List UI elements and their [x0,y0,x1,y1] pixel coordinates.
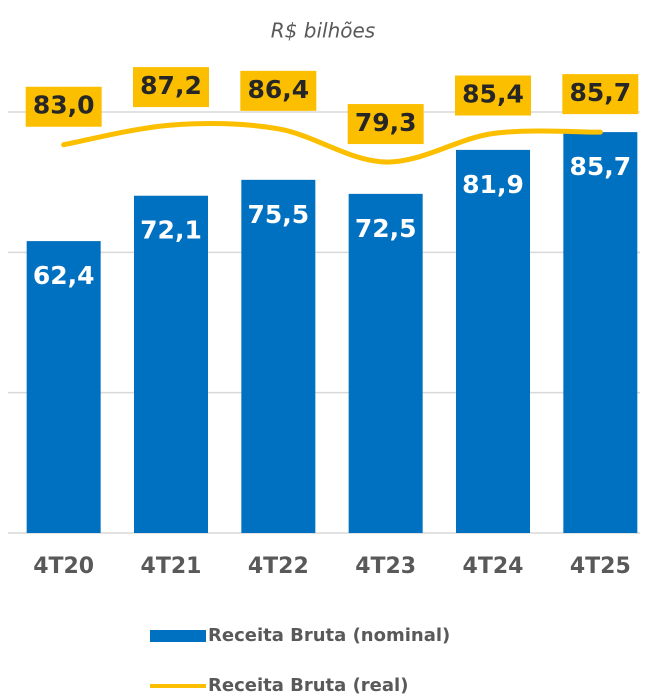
bar-value-label: 81,9 [462,170,524,199]
bar [563,132,638,533]
x-tick-label: 4T23 [355,554,416,579]
line-value-label: 87,2 [140,71,202,100]
x-tick-label: 4T24 [463,554,524,579]
x-tick-label: 4T25 [570,554,631,579]
bar-value-label: 75,5 [247,200,309,229]
bar-value-label: 85,7 [569,152,631,181]
line-value-label: 83,0 [33,91,95,120]
line-value-label: 85,7 [569,78,631,107]
value-label-box [455,75,531,116]
value-label-box [25,86,102,127]
line-value-label: 79,3 [355,108,417,137]
bar [26,241,101,533]
line [61,120,603,165]
x-tick-label: 4T21 [141,554,202,579]
value-label-box [347,104,424,145]
x-tick-label: 4T20 [33,554,94,579]
legend-swatch [150,630,206,642]
bar [241,179,316,534]
chart-subtitle: R$ bilhões [271,19,375,43]
value-label-box [240,70,317,111]
x-tick-label: 4T22 [248,554,309,579]
bar [348,193,423,533]
value-label-box [133,67,209,108]
line-value-label: 85,4 [462,80,524,109]
line-value-label: 86,4 [247,75,309,104]
bar-value-label: 72,1 [140,216,202,245]
bar [456,149,530,533]
legend-label: Receita Bruta (nominal) [208,625,450,646]
bar-value-label: 62,4 [33,261,95,290]
bar-value-label: 72,5 [355,214,417,243]
legend-label: Receita Bruta (real) [208,675,408,695]
bar [134,195,208,533]
value-label-box [562,74,639,115]
